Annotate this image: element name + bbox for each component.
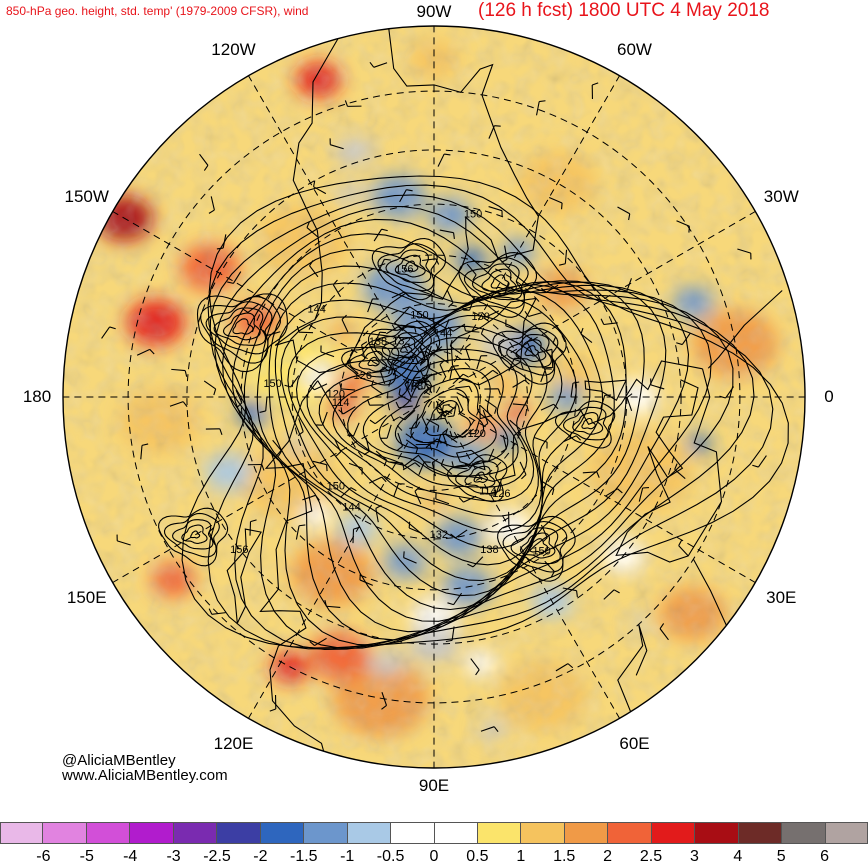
colorbar-swatch [477,822,520,844]
contour-label: 150 [327,480,345,492]
longitude-label: 0 [824,387,833,407]
colorbar-swatch [434,822,477,844]
colorbar-tick-label: -3 [166,848,180,866]
colorbar-tick-label: 6 [820,848,829,866]
longitude-label: 60E [619,734,649,754]
colorbar-swatch [347,822,390,844]
contour-label: 150 [410,309,428,321]
contour-label: 126 [492,488,510,500]
contour-label: 144 [307,304,325,316]
longitude-label: 120W [211,40,255,60]
contour-label: 144 [434,328,452,340]
colorbar-tick-label: -2.5 [203,848,231,866]
contour-label: 156 [395,263,413,275]
colorbar-swatch [86,822,129,844]
longitude-label: 30W [764,187,799,207]
colorbar-tick-label: -0.5 [377,848,405,866]
contour-label: 144 [342,501,360,513]
contour-label: 138 [480,544,498,556]
colorbar-swatch [129,822,172,844]
colorbar-swatch [781,822,824,844]
colorbar-swatch [303,822,346,844]
contour-label: 132 [392,336,410,348]
colorbar-tick-label: -1.5 [290,848,318,866]
colorbar [0,822,868,844]
colorbar-swatch [738,822,781,844]
colorbar-swatch [694,822,737,844]
contour-label: 120 [467,428,485,440]
longitude-label: 60W [617,40,652,60]
author-website: www.AliciaMBentley.com [62,767,228,784]
colorbar-tick-label: 3 [690,848,699,866]
colorbar-tick-label: 1 [516,848,525,866]
colorbar-swatch [651,822,694,844]
contour-label: 150 [532,546,550,558]
colorbar-tick-label: -2 [253,848,267,866]
colorbar-swatch [607,822,650,844]
contour-label: 138 [369,336,387,348]
colorbar-swatch [0,822,42,844]
longitude-label: 90W [417,2,452,22]
colorbar-swatch [564,822,607,844]
colorbar-swatch [390,822,433,844]
colorbar-tick-label: -5 [80,848,94,866]
contour-label: 132 [430,529,448,541]
colorbar-tick-label: -4 [123,848,137,866]
colorbar-tick-label: 0 [430,848,439,866]
colorbar-swatch [260,822,303,844]
longitude-label: 150E [67,588,107,608]
colorbar-swatch [825,822,868,844]
colorbar-tick-label: 2 [603,848,612,866]
contour-label: 150 [263,378,281,390]
contour-label: 156 [230,544,248,556]
colorbar-tick-label: 0.5 [466,848,488,866]
colorbar-tick-label: 5 [777,848,786,866]
colorbar-swatch [173,822,216,844]
contour-label: 150 [464,208,482,220]
colorbar-tick-label: -6 [36,848,50,866]
colorbar-swatch [216,822,259,844]
colorbar-swatch [520,822,563,844]
colorbar-tick-label: 4 [733,848,742,866]
longitude-label: 180 [23,387,51,407]
colorbar-tick-label: -1 [340,848,354,866]
colorbar-tick-label: 2.5 [640,848,662,866]
contour-label: 126 [354,370,372,382]
contour-label: 150 [472,311,490,323]
longitude-label: 30E [766,588,796,608]
longitude-label: 120E [214,734,254,754]
contour-label: 120 [327,389,345,401]
colorbar-swatch [42,822,85,844]
longitude-label: 90E [419,776,449,796]
longitude-label: 150W [65,187,109,207]
colorbar-tick-label: 1.5 [553,848,575,866]
contour-label: 108 [405,380,423,392]
